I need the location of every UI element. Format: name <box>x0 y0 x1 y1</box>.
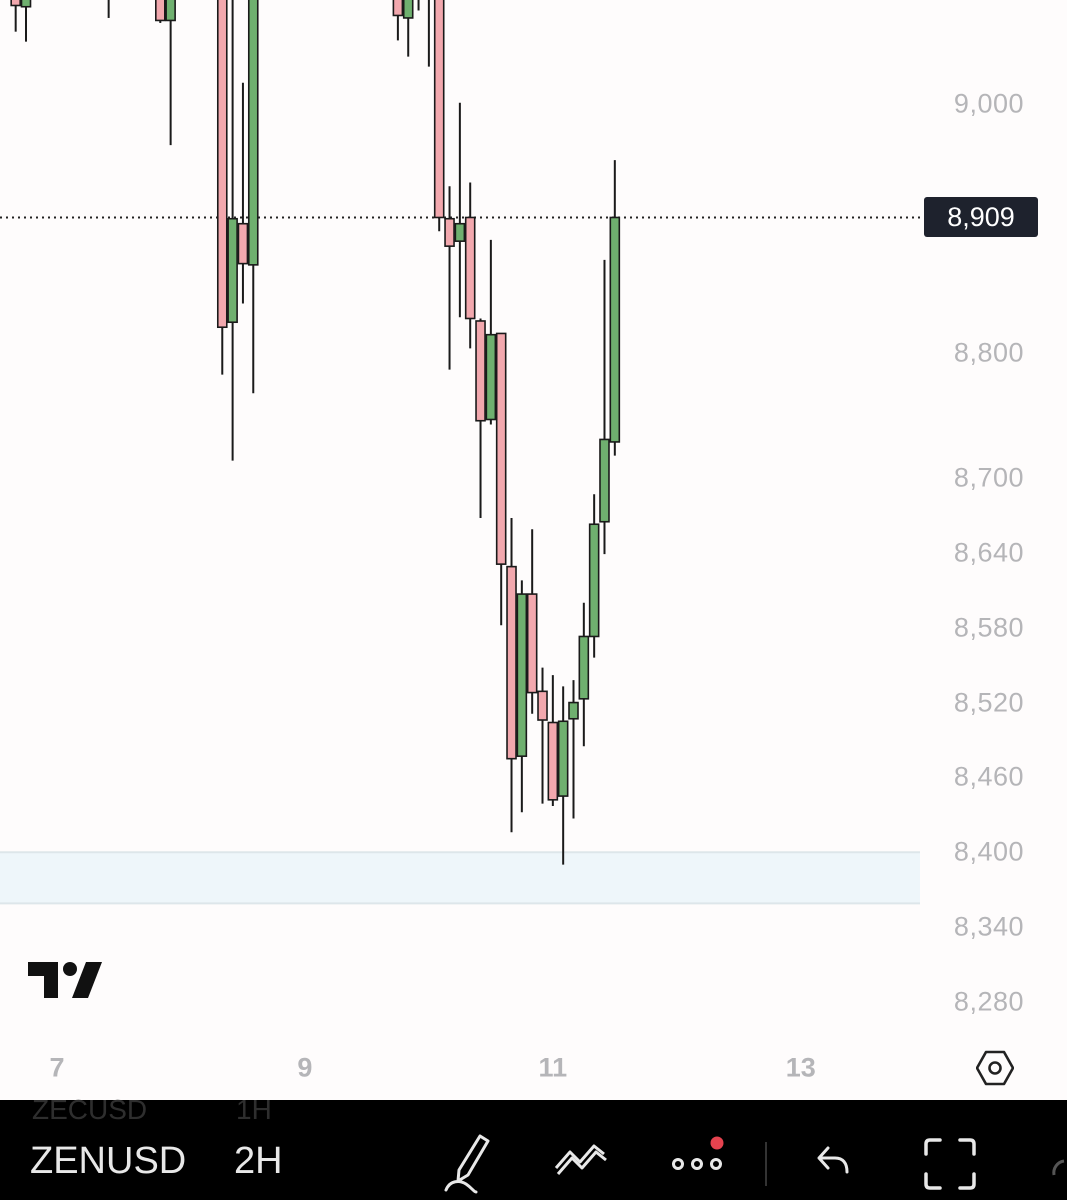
price-axis-label: 8,520 <box>953 687 1024 718</box>
time-axis-label: 13 <box>785 1052 816 1083</box>
candle-down <box>547 721 559 801</box>
partial-toolbar-icon[interactable] <box>1050 1158 1067 1188</box>
candle-down <box>433 0 445 219</box>
candle-up <box>588 523 600 638</box>
price-axis-label: 8,640 <box>953 537 1024 568</box>
candle-down <box>526 593 538 694</box>
price-axis-label: 8,340 <box>953 911 1024 942</box>
last-price-label: 8,909 <box>924 197 1038 238</box>
candle-up <box>599 438 610 523</box>
indicators-icon[interactable] <box>552 1130 612 1180</box>
candle-down <box>444 217 455 247</box>
price-axis-label: 8,460 <box>953 761 1024 792</box>
notification-dot <box>710 1136 724 1150</box>
toolbar-divider <box>765 1142 767 1186</box>
time-axis-label: 9 <box>297 1052 313 1083</box>
previous-symbol[interactable]: ZECUSD <box>32 1094 148 1125</box>
candle-down <box>237 222 249 265</box>
candle-up <box>557 720 569 797</box>
candle-up <box>227 217 238 324</box>
candle-up <box>20 0 32 8</box>
candle-down <box>495 332 507 565</box>
time-axis-label: 11 <box>538 1052 568 1083</box>
candle-down <box>392 0 404 17</box>
time-axis-label: 7 <box>49 1052 65 1083</box>
price-chart[interactable] <box>0 0 1067 1100</box>
fullscreen-icon[interactable] <box>922 1136 978 1192</box>
previous-interval[interactable]: 1H <box>236 1094 272 1125</box>
candle-up <box>247 0 259 266</box>
candle-down <box>537 690 548 721</box>
price-axis-label: 8,400 <box>953 836 1024 867</box>
candle-down <box>10 0 21 7</box>
candle-down <box>506 565 517 760</box>
drawing-pencil-icon[interactable] <box>440 1130 496 1194</box>
bottom-toolbar: ZECUSD 1H ZENUSD 2H <box>0 1094 1067 1200</box>
candle-down <box>475 320 486 422</box>
candle-up <box>568 701 579 720</box>
candle-down <box>155 0 166 22</box>
candle-up <box>485 333 497 421</box>
price-axis-label: 8,580 <box>953 612 1024 643</box>
undo-icon[interactable] <box>814 1130 854 1180</box>
candle-up <box>578 635 590 700</box>
candle-up <box>609 216 621 443</box>
chart-area[interactable]: 9,000 8,800 8,700 8,640 8,580 8,520 8,460 8,400… <box>0 0 1067 1100</box>
candle-down <box>464 216 476 320</box>
candle-up <box>402 0 414 19</box>
candle-down <box>216 0 228 329</box>
symbol-button[interactable]: ZENUSD <box>30 1140 187 1182</box>
support-zone <box>0 852 920 904</box>
more-icon[interactable] <box>668 1130 730 1180</box>
price-axis-label: 9,000 <box>953 88 1024 119</box>
candle-up <box>165 0 176 22</box>
tradingview-logo <box>28 962 102 998</box>
price-axis-label: 8,800 <box>953 337 1024 368</box>
price-axis-label: 8,700 <box>953 462 1024 493</box>
interval-button[interactable]: 2H <box>234 1140 283 1182</box>
candle-up <box>454 222 466 242</box>
candle-up <box>516 593 528 757</box>
price-axis-label: 8,280 <box>953 986 1024 1017</box>
chart-settings-icon[interactable] <box>976 1049 1014 1087</box>
